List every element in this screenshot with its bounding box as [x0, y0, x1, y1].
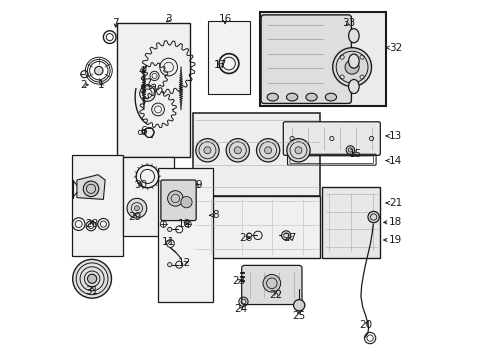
Text: 33: 33	[341, 18, 354, 28]
Text: 21: 21	[388, 198, 402, 208]
Text: 26: 26	[239, 233, 252, 243]
Circle shape	[234, 147, 241, 154]
FancyBboxPatch shape	[241, 265, 302, 305]
Bar	[71, 155, 122, 256]
Bar	[122, 157, 174, 237]
Circle shape	[167, 191, 183, 206]
FancyBboxPatch shape	[283, 122, 380, 155]
Text: 13: 13	[388, 131, 402, 141]
Bar	[158, 168, 212, 302]
FancyBboxPatch shape	[261, 15, 351, 103]
Ellipse shape	[286, 93, 297, 101]
Text: 27: 27	[283, 233, 296, 243]
Text: 20: 20	[359, 320, 372, 330]
Ellipse shape	[348, 54, 358, 68]
Text: 10: 10	[178, 219, 191, 229]
Bar	[193, 196, 320, 258]
FancyBboxPatch shape	[161, 180, 196, 221]
Circle shape	[264, 147, 271, 154]
Text: 17: 17	[213, 60, 226, 70]
Text: 2: 2	[81, 80, 87, 90]
Ellipse shape	[348, 80, 358, 94]
Text: 24: 24	[234, 304, 247, 314]
Text: 22: 22	[269, 290, 282, 300]
Text: 18: 18	[388, 217, 402, 227]
Text: 19: 19	[388, 235, 402, 245]
Text: 8: 8	[212, 210, 219, 220]
Circle shape	[294, 147, 302, 154]
Circle shape	[332, 48, 371, 86]
Circle shape	[134, 206, 139, 211]
Text: 11: 11	[162, 237, 175, 247]
Text: 1: 1	[98, 80, 105, 90]
Circle shape	[256, 139, 279, 162]
Text: 9: 9	[195, 180, 202, 190]
Bar	[193, 113, 320, 196]
Text: 25: 25	[292, 311, 305, 321]
Circle shape	[203, 147, 210, 154]
Ellipse shape	[266, 93, 278, 101]
Text: 30: 30	[134, 180, 147, 190]
Text: 16: 16	[218, 14, 231, 24]
Circle shape	[293, 300, 304, 311]
Text: 29: 29	[128, 212, 142, 222]
Ellipse shape	[305, 93, 317, 101]
Circle shape	[346, 146, 354, 154]
Circle shape	[225, 139, 249, 162]
Text: 15: 15	[348, 149, 362, 158]
Text: 31: 31	[85, 286, 99, 296]
Bar	[208, 21, 249, 94]
Circle shape	[345, 60, 358, 74]
Circle shape	[195, 139, 219, 162]
Circle shape	[167, 227, 171, 231]
Polygon shape	[77, 175, 105, 199]
Text: 6: 6	[141, 126, 147, 136]
Text: 12: 12	[178, 258, 191, 268]
Text: 4: 4	[139, 66, 145, 76]
Circle shape	[73, 259, 111, 298]
Circle shape	[286, 139, 309, 162]
Text: 23: 23	[232, 275, 245, 285]
Circle shape	[127, 198, 146, 218]
Text: 14: 14	[388, 156, 402, 166]
Bar	[322, 187, 380, 258]
Bar	[260, 13, 385, 106]
Text: 5: 5	[139, 85, 145, 95]
Circle shape	[94, 66, 103, 75]
Bar	[117, 23, 189, 157]
Circle shape	[263, 274, 280, 292]
Text: 32: 32	[388, 43, 402, 53]
Text: 28: 28	[85, 219, 99, 229]
Circle shape	[83, 181, 99, 197]
Text: 3: 3	[165, 14, 172, 24]
Ellipse shape	[348, 29, 358, 43]
Circle shape	[87, 274, 97, 283]
Text: 7: 7	[112, 18, 119, 28]
Circle shape	[167, 262, 171, 267]
Circle shape	[367, 211, 379, 223]
Circle shape	[281, 231, 290, 240]
Ellipse shape	[325, 93, 336, 101]
Circle shape	[181, 197, 192, 208]
